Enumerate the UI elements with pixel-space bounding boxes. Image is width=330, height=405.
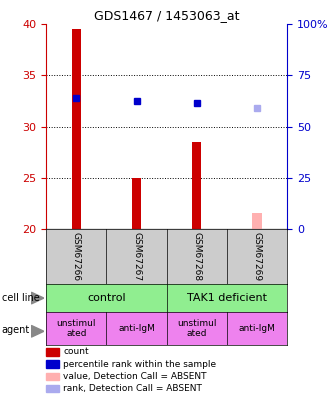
Bar	[46, 360, 59, 368]
Polygon shape	[31, 326, 44, 337]
Text: agent: agent	[2, 325, 30, 335]
Text: unstimul
ated: unstimul ated	[56, 319, 96, 338]
Text: control: control	[87, 293, 126, 303]
Text: percentile rank within the sample: percentile rank within the sample	[63, 360, 216, 369]
Bar	[46, 373, 59, 380]
Polygon shape	[31, 292, 44, 304]
Text: cell line: cell line	[2, 294, 39, 303]
Text: count: count	[63, 347, 89, 356]
Bar	[72, 30, 81, 229]
Title: GDS1467 / 1453063_at: GDS1467 / 1453063_at	[94, 9, 239, 22]
Text: GSM67269: GSM67269	[252, 232, 261, 281]
Text: rank, Detection Call = ABSENT: rank, Detection Call = ABSENT	[63, 384, 202, 393]
Bar	[46, 348, 59, 356]
Text: unstimul
ated: unstimul ated	[177, 319, 216, 338]
Text: GSM67267: GSM67267	[132, 232, 141, 281]
Text: anti-IgM: anti-IgM	[239, 324, 276, 333]
Text: GSM67268: GSM67268	[192, 232, 201, 281]
Bar	[132, 178, 141, 229]
Text: TAK1 deficient: TAK1 deficient	[187, 293, 267, 303]
Text: value, Detection Call = ABSENT: value, Detection Call = ABSENT	[63, 372, 207, 381]
Text: GSM67266: GSM67266	[72, 232, 81, 281]
Bar	[192, 142, 201, 229]
Text: anti-IgM: anti-IgM	[118, 324, 155, 333]
Bar	[252, 213, 261, 229]
Bar	[46, 385, 59, 392]
